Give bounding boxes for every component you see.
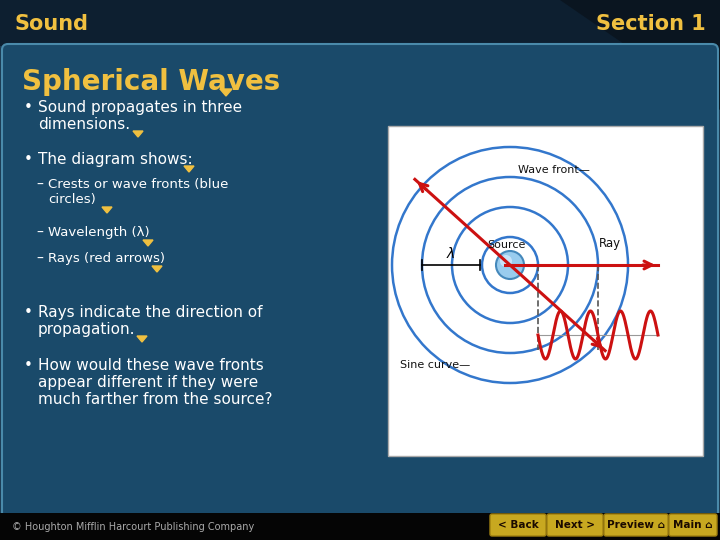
Polygon shape — [560, 0, 720, 110]
Polygon shape — [152, 266, 162, 272]
FancyBboxPatch shape — [0, 513, 720, 540]
Polygon shape — [184, 166, 194, 172]
Text: Sine curve—: Sine curve— — [400, 360, 470, 370]
Text: –: – — [36, 178, 43, 192]
Text: appear different if they were: appear different if they were — [38, 375, 258, 390]
Text: Section 1: Section 1 — [596, 14, 706, 34]
Text: –: – — [36, 252, 43, 266]
Text: The diagram shows:: The diagram shows: — [38, 152, 193, 167]
FancyBboxPatch shape — [490, 514, 546, 536]
FancyBboxPatch shape — [0, 0, 720, 46]
Polygon shape — [102, 207, 112, 213]
Text: •: • — [24, 358, 33, 373]
FancyBboxPatch shape — [547, 514, 603, 536]
Polygon shape — [137, 336, 147, 342]
Text: dimensions.: dimensions. — [38, 117, 130, 132]
Text: –: – — [36, 226, 43, 240]
Text: Main ⌂: Main ⌂ — [673, 520, 713, 530]
Text: How would these wave fronts: How would these wave fronts — [38, 358, 264, 373]
FancyBboxPatch shape — [604, 514, 668, 536]
Text: Rays indicate the direction of: Rays indicate the direction of — [38, 305, 263, 320]
Text: $\lambda$: $\lambda$ — [446, 246, 456, 261]
Text: much farther from the source?: much farther from the source? — [38, 392, 272, 407]
Text: Source: Source — [487, 240, 525, 250]
Text: •: • — [24, 100, 33, 115]
Text: •: • — [24, 305, 33, 320]
Text: < Back: < Back — [498, 520, 539, 530]
Text: Wavelength (λ): Wavelength (λ) — [48, 226, 150, 239]
Text: Rays (red arrows): Rays (red arrows) — [48, 252, 165, 265]
Text: Sound propagates in three: Sound propagates in three — [38, 100, 242, 115]
Text: Wave front—: Wave front— — [518, 165, 590, 175]
Circle shape — [500, 255, 512, 267]
Text: propagation.: propagation. — [38, 322, 135, 337]
Text: Preview ⌂: Preview ⌂ — [607, 520, 665, 530]
Text: Next >: Next > — [555, 520, 595, 530]
Text: Ray: Ray — [599, 237, 621, 249]
Polygon shape — [133, 131, 143, 137]
FancyBboxPatch shape — [2, 44, 718, 518]
Polygon shape — [220, 89, 232, 96]
Text: •: • — [24, 152, 33, 167]
Polygon shape — [143, 240, 153, 246]
Text: © Houghton Mifflin Harcourt Publishing Company: © Houghton Mifflin Harcourt Publishing C… — [12, 522, 254, 532]
FancyBboxPatch shape — [669, 514, 717, 536]
Text: Spherical Waves: Spherical Waves — [22, 68, 280, 96]
Text: Sound: Sound — [14, 14, 88, 34]
Circle shape — [496, 251, 524, 279]
Text: circles): circles) — [48, 193, 96, 206]
Text: Crests or wave fronts (blue: Crests or wave fronts (blue — [48, 178, 228, 191]
FancyBboxPatch shape — [388, 126, 703, 456]
